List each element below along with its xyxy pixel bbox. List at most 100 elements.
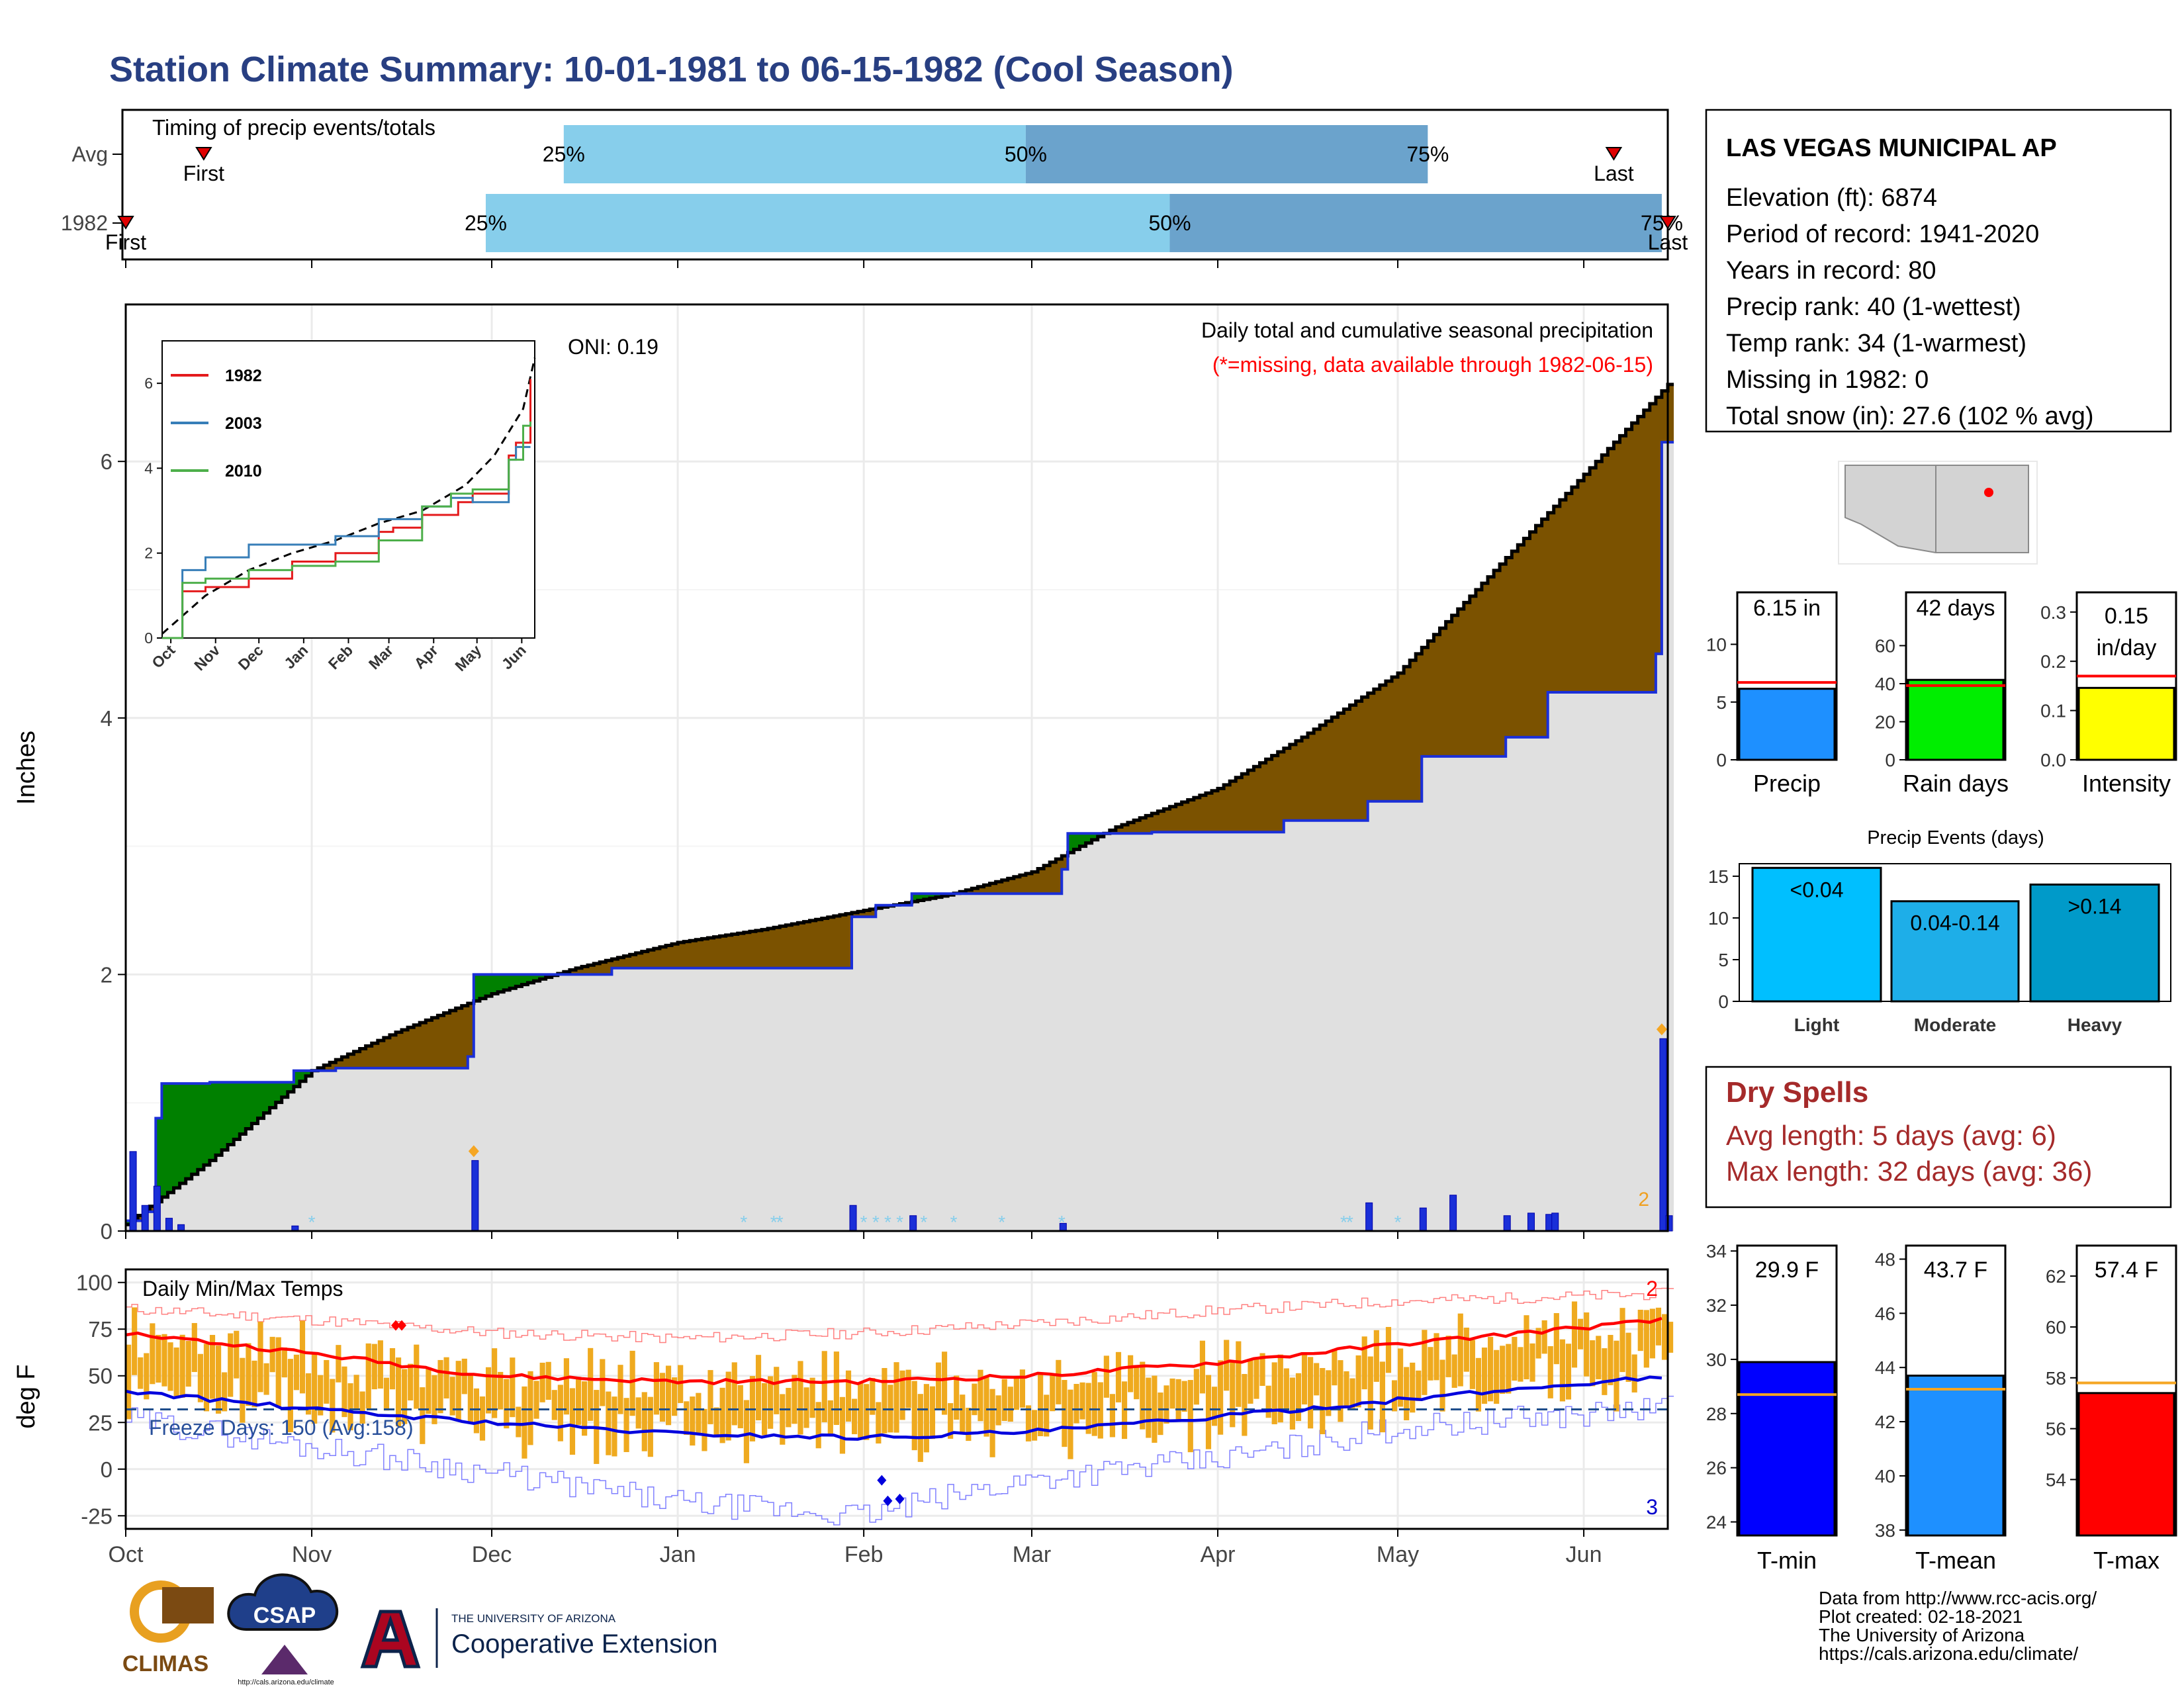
credit-line-4: https://cals.arizona.edu/climate/ bbox=[1819, 1643, 2078, 1664]
temp-frame bbox=[124, 1268, 1669, 1530]
summary-bar-value-label: 6.15 in bbox=[1753, 596, 1821, 621]
station-info-box: LAS VEGAS MUNICIPAL AP Elevation (ft): 6… bbox=[1705, 109, 2172, 433]
temp-bar-ytick-label: 32 bbox=[1706, 1295, 1727, 1316]
daily-temp-bar bbox=[966, 1408, 972, 1441]
precip-event-bar bbox=[1890, 900, 2020, 1003]
timing-bar-25-50 bbox=[563, 125, 1026, 183]
daily-temp-bar bbox=[797, 1361, 803, 1435]
temp-bar-ytick-label: 46 bbox=[1875, 1303, 1895, 1324]
temp-bar-ytick-label: 34 bbox=[1706, 1241, 1727, 1261]
timing-pct-label: 50% bbox=[1148, 211, 1191, 235]
summary-ytick-label: 0.3 bbox=[2040, 602, 2066, 623]
daily-temp-bar bbox=[629, 1350, 635, 1416]
snow-marker: * bbox=[998, 1212, 1005, 1232]
station-info-line: Total snow (in): 27.6 (102 % avg) bbox=[1726, 402, 2094, 430]
summary-bar-value-unit: in/day bbox=[2097, 635, 2157, 661]
daily-temp-bar bbox=[1019, 1369, 1026, 1408]
daily-temp-bar bbox=[432, 1375, 437, 1424]
temp-bar-label: T-max bbox=[2093, 1547, 2160, 1574]
daily-temp-bar bbox=[864, 1384, 870, 1440]
daily-temp-bar bbox=[1158, 1392, 1163, 1436]
temp-bar-ytick-label: 38 bbox=[1875, 1520, 1895, 1541]
daily-temp-bar bbox=[185, 1340, 191, 1387]
daily-temp-bar bbox=[1637, 1309, 1643, 1351]
temp-bar-value bbox=[1738, 1361, 1836, 1537]
daily-temp-bar bbox=[1398, 1348, 1404, 1407]
daily-temp-bar bbox=[479, 1396, 486, 1441]
last-event-marker bbox=[1605, 147, 1623, 161]
station-name: LAS VEGAS MUNICIPAL AP bbox=[1726, 134, 2057, 162]
daily-temp-bar bbox=[1068, 1389, 1073, 1459]
ua-block-a-icon bbox=[360, 1610, 421, 1668]
daily-temp-bar bbox=[443, 1357, 449, 1398]
daily-precip-bar bbox=[1551, 1212, 1559, 1232]
summary-ytick-label: 40 bbox=[1875, 674, 1895, 694]
daily-temp-bar bbox=[563, 1358, 569, 1415]
daily-temp-bar bbox=[929, 1386, 936, 1440]
daily-temp-bar bbox=[1535, 1328, 1541, 1359]
daily-temp-bar bbox=[623, 1398, 629, 1453]
daily-temp-bar bbox=[414, 1344, 420, 1409]
daily-precip-bar bbox=[1365, 1202, 1373, 1232]
daily-temp-bar bbox=[780, 1394, 786, 1445]
station-info-line: Years in record: 80 bbox=[1726, 257, 1936, 285]
timing-panel: Timing of precip events/totals Avg 25% 50%… bbox=[61, 109, 1688, 268]
daily-temp-bar bbox=[1643, 1310, 1649, 1368]
daily-temp-bar bbox=[582, 1381, 588, 1436]
daily-temp-bar bbox=[1355, 1355, 1361, 1408]
daily-temp-bar bbox=[395, 1357, 402, 1427]
page-title: Station Climate Summary: 10-01-1981 to 0… bbox=[109, 50, 1234, 89]
daily-temp-bar bbox=[1320, 1368, 1326, 1434]
temp-bar-value bbox=[1907, 1374, 2005, 1537]
daily-temp-bar bbox=[138, 1357, 144, 1389]
daily-temp-bar bbox=[821, 1351, 827, 1422]
temp-bar-ytick-label: 26 bbox=[1706, 1458, 1727, 1479]
daily-temp-bar bbox=[1265, 1385, 1271, 1418]
daily-temp-bar bbox=[1506, 1344, 1512, 1394]
daily-temp-bar bbox=[1428, 1347, 1433, 1381]
daily-temp-bar bbox=[126, 1344, 132, 1420]
daily-temp-bar bbox=[719, 1387, 725, 1443]
daily-temp-bar bbox=[336, 1345, 341, 1383]
daily-temp-bar bbox=[960, 1394, 966, 1432]
temp-label: Daily Min/Max Temps bbox=[142, 1277, 343, 1301]
daily-temp-bar bbox=[389, 1348, 396, 1390]
daily-precip-bar bbox=[1449, 1195, 1457, 1232]
daily-temp-bar bbox=[876, 1402, 882, 1444]
daily-temp-bar bbox=[1379, 1361, 1385, 1433]
precip-ytick-label: 4 bbox=[101, 706, 113, 731]
daily-temp-bar bbox=[983, 1376, 989, 1437]
summary-bar-value bbox=[2077, 686, 2175, 761]
daily-temp-bar bbox=[852, 1398, 858, 1434]
daily-temp-bar bbox=[473, 1388, 479, 1434]
dry-spells-box: Dry Spells Avg length: 5 days (avg: 6) M… bbox=[1705, 1066, 2172, 1209]
record-low-marker bbox=[883, 1495, 893, 1506]
snow-marker: * bbox=[770, 1212, 778, 1232]
snow-marker: * bbox=[884, 1212, 891, 1232]
daily-precip-bar bbox=[165, 1218, 173, 1232]
ua-logo-line2: Cooperative Extension bbox=[451, 1629, 717, 1659]
csap-cloud-icon bbox=[227, 1573, 339, 1631]
daily-temp-bar bbox=[1349, 1378, 1355, 1408]
daily-temp-bar bbox=[1475, 1357, 1482, 1412]
daily-temp-bar bbox=[954, 1375, 960, 1420]
temp-bar-ytick-label: 54 bbox=[2046, 1469, 2066, 1490]
daily-temp-bar bbox=[1103, 1355, 1109, 1398]
daily-temp-bar bbox=[1668, 1322, 1674, 1353]
daily-temp-bar bbox=[1044, 1394, 1050, 1437]
daily-temp-bar bbox=[1590, 1340, 1596, 1387]
map-states-shape bbox=[1844, 465, 2029, 553]
month-label: Dec bbox=[472, 1542, 512, 1567]
daily-temp-bar bbox=[533, 1381, 539, 1419]
daily-temp-bar bbox=[516, 1406, 522, 1438]
daily-temp-bar bbox=[1332, 1349, 1338, 1386]
daily-temp-bar bbox=[1631, 1354, 1637, 1393]
credit-line-3: The University of Arizona bbox=[1819, 1625, 2025, 1645]
timing-bar-50-75 bbox=[1025, 125, 1428, 183]
snow-marker: * bbox=[1394, 1212, 1402, 1232]
timing-pct-label: 75% bbox=[1406, 142, 1449, 166]
daily-temp-bar bbox=[803, 1387, 809, 1428]
daily-temp-bar bbox=[725, 1371, 731, 1441]
daily-temp-bar bbox=[690, 1396, 696, 1446]
